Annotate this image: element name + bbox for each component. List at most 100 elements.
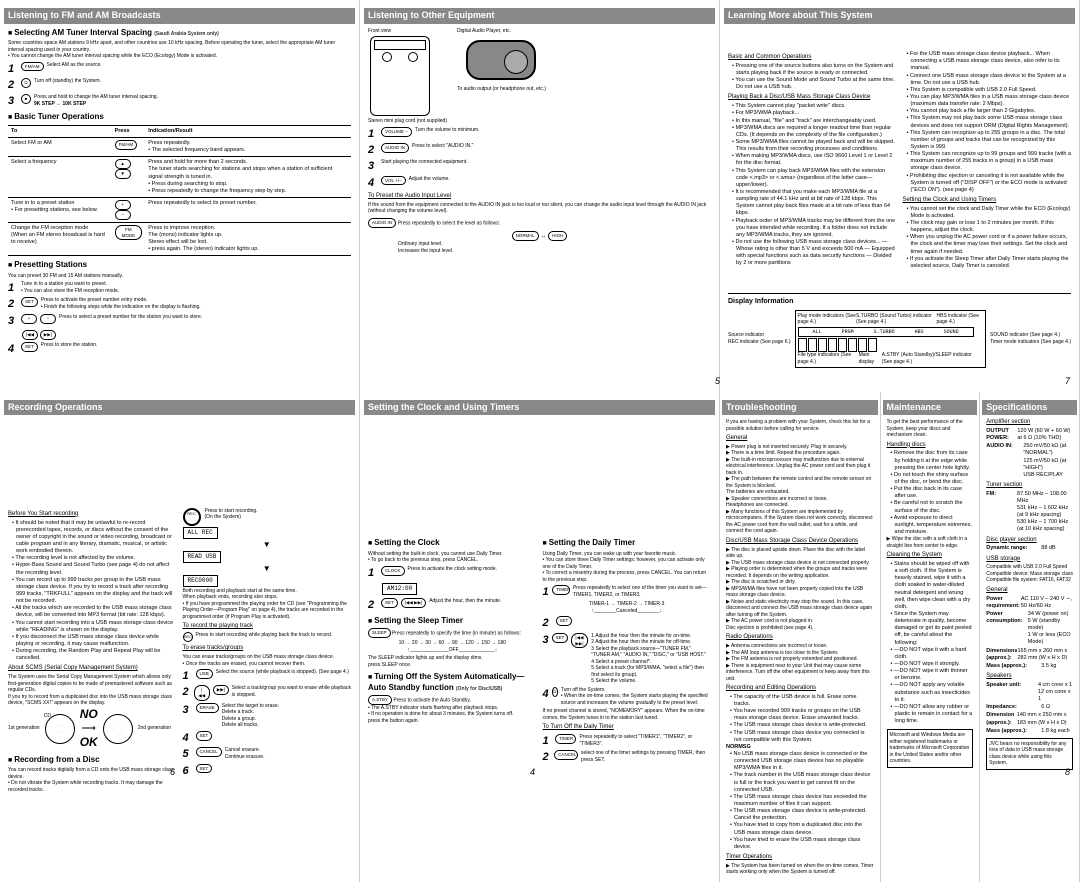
tuning-btn[interactable]: ▼ — [115, 169, 131, 179]
st-press: press SLEEP once. — [368, 662, 537, 669]
cancel-button[interactable]: CANCEL — [196, 747, 222, 757]
list-item: Since the System may deteriorate in qual… — [891, 611, 974, 647]
list-item: You can record up to 999 tracks per grou… — [12, 577, 177, 606]
lbl: Play mode indicators (See page 4.) — [798, 313, 856, 326]
fm-am-button[interactable]: FM/AM — [21, 62, 44, 72]
dn-button[interactable]: − — [40, 314, 56, 324]
lbl: Main display — [859, 352, 882, 365]
cell: Press and hold for more than 2 seconds. … — [145, 157, 351, 198]
lcd-indicators: ALLPRGMS.TURBOHBSSOUND — [798, 327, 974, 338]
lvl-b: Increases the input level. — [398, 248, 711, 255]
disp-label: Source indicatorREC indicator (See page … — [728, 332, 791, 345]
cancel-button[interactable]: CANCEL — [554, 750, 578, 760]
set-button[interactable]: SET — [552, 633, 568, 643]
set-button[interactable]: SET — [196, 764, 213, 774]
clock-button[interactable]: CLOCK — [381, 566, 405, 576]
list-item: This System is compatible with USB 2.0 F… — [907, 87, 1072, 94]
list-item: Stains should be wiped off with a soft c… — [891, 561, 974, 611]
txt: Select the source (while playback is sto… — [216, 669, 349, 676]
step: 4 — [183, 731, 193, 745]
u-scms: About SCMS (Serial Copy Management Syste… — [8, 665, 177, 673]
step-3: 3 — [8, 94, 18, 108]
list-item: You can use the Sound Mode and Sound Tur… — [732, 77, 897, 91]
list-item: Hyper-Bass Sound and Sound Turbo (see pa… — [12, 562, 177, 576]
audioin-button[interactable]: AUDIO IN — [381, 143, 409, 153]
erase-button[interactable]: ERASE — [196, 703, 219, 713]
rec-button[interactable]: REC — [183, 632, 193, 642]
r: ▶ Antenna connections are incorrect or l… — [726, 643, 874, 682]
level-high: HIGH — [548, 231, 567, 241]
step: 3 — [183, 703, 193, 717]
page-number: 8 — [1065, 767, 1070, 779]
u-erase: To erase tracks/groups — [183, 645, 352, 653]
th-press: Press — [112, 125, 146, 137]
up-button[interactable]: + — [21, 314, 37, 324]
skip-button[interactable]: |◀◀ — [22, 330, 38, 340]
step3-values: 9K STEP ↔ 10K STEP — [34, 101, 86, 107]
audio-out-label: To audio output (or headphone out, etc.) — [457, 86, 546, 93]
timer-button[interactable]: TIMER — [555, 734, 576, 744]
cell: Change the FM reception mode (When an FM… — [8, 222, 112, 256]
volume-button[interactable]: VOLUME − — [381, 127, 412, 137]
skip-button[interactable]: ▶▶| — [213, 685, 229, 695]
set-button[interactable]: SET — [381, 598, 398, 608]
set-button[interactable]: SET — [556, 616, 573, 626]
header-clock: Setting the Clock and Using Timers — [364, 400, 715, 416]
txt: Press to start recording. — [205, 508, 258, 514]
u-basic: Basic and Common Operations — [728, 54, 897, 62]
m2: ▶ Wipe the disc with a soft cloth in a s… — [887, 536, 974, 549]
list-item: This System may not play back some USB m… — [907, 115, 1072, 129]
step: 3 — [543, 633, 549, 647]
tuner-ops-table: ToPressIndication/Result Select FM or AM… — [8, 125, 351, 256]
k: Mass (approx.): — [986, 663, 1041, 670]
q: ▶ The built-in microprocessor may malfun… — [726, 457, 874, 477]
set-button[interactable]: SET — [21, 297, 38, 307]
set-button[interactable]: SET — [196, 731, 213, 741]
d: ▶ Playing order is determined when the g… — [726, 566, 874, 579]
tuning-btn[interactable]: ▲ — [115, 159, 131, 169]
u-turnoff: To Turn Off the Daily Timer — [543, 724, 712, 732]
skip-button[interactable]: |◀◀ ▶▶| — [401, 598, 426, 608]
sec-am-interval: Selecting AM Tuner Interval Spacing (Sau… — [8, 28, 351, 38]
scms-text: The System uses the Serial Copy Manageme… — [8, 674, 177, 707]
skip-button[interactable]: |◀◀ ▶▶| — [571, 633, 589, 649]
fmam-btn[interactable]: FM/AM — [115, 140, 138, 150]
standby-button[interactable]: ⏻ — [21, 78, 31, 88]
list-item: You cannot play back a file larger than … — [907, 108, 1072, 115]
sleep-button[interactable]: SLEEP — [368, 628, 391, 638]
list-timers: You cannot set the clock and Daily Timer… — [903, 206, 1072, 270]
list-item: The clock may gain or lose 1 to 2 minute… — [907, 220, 1072, 234]
q: ▶ Many functions of this System are impl… — [726, 509, 874, 535]
list-item: Be careful not to scratch the surface of… — [891, 500, 974, 514]
preset-dn[interactable]: − — [115, 210, 131, 220]
preset-up[interactable]: + — [115, 200, 131, 210]
timer-button[interactable]: TIMER — [552, 585, 570, 595]
list-item: It should be noted that it may be unlawf… — [12, 520, 177, 556]
v: 3.5 kg — [1041, 663, 1056, 670]
page-number: 4 — [530, 767, 535, 779]
step1-text: Select AM as the source. — [47, 62, 102, 69]
audioin-button[interactable]: AUDIO IN — [368, 218, 396, 228]
panel-btn — [382, 52, 392, 62]
cord-label: Stereo mini plug cord (not supplied) — [368, 118, 447, 125]
sub-text: If the sound from the equipment connecte… — [368, 202, 711, 215]
list-cleaning: Stains should be wiped off with a soft c… — [887, 561, 974, 725]
fmmode-btn[interactable]: FM MODE — [115, 225, 143, 241]
usb-button[interactable]: USB — [196, 669, 213, 679]
vol-button[interactable]: VOL +/− — [381, 176, 406, 186]
txt: Press repeatedly to select one of the ti… — [573, 585, 711, 598]
k: Dimension (approx.): — [986, 712, 1017, 726]
list-before: It should be noted that it may be unlawf… — [8, 520, 177, 663]
ts-intro: If you are having a problem with your Sy… — [726, 419, 874, 432]
header-maintenance: Maintenance — [883, 400, 978, 416]
skip-button[interactable]: ▶▶| — [40, 330, 56, 340]
astby-button[interactable]: A.STBY — [368, 695, 392, 705]
skip-button[interactable]: |◀◀ — [194, 685, 210, 701]
spec-disc: Disc player section — [986, 537, 1073, 545]
stop-button[interactable]: ■ — [21, 94, 31, 104]
v: 6 Ω — [1041, 704, 1050, 711]
rec-button[interactable]: REC — [183, 508, 201, 526]
set-button[interactable]: SET — [21, 342, 38, 352]
k: Power requirement: — [986, 596, 1021, 610]
standby-button[interactable]: ⏻ — [552, 687, 558, 697]
